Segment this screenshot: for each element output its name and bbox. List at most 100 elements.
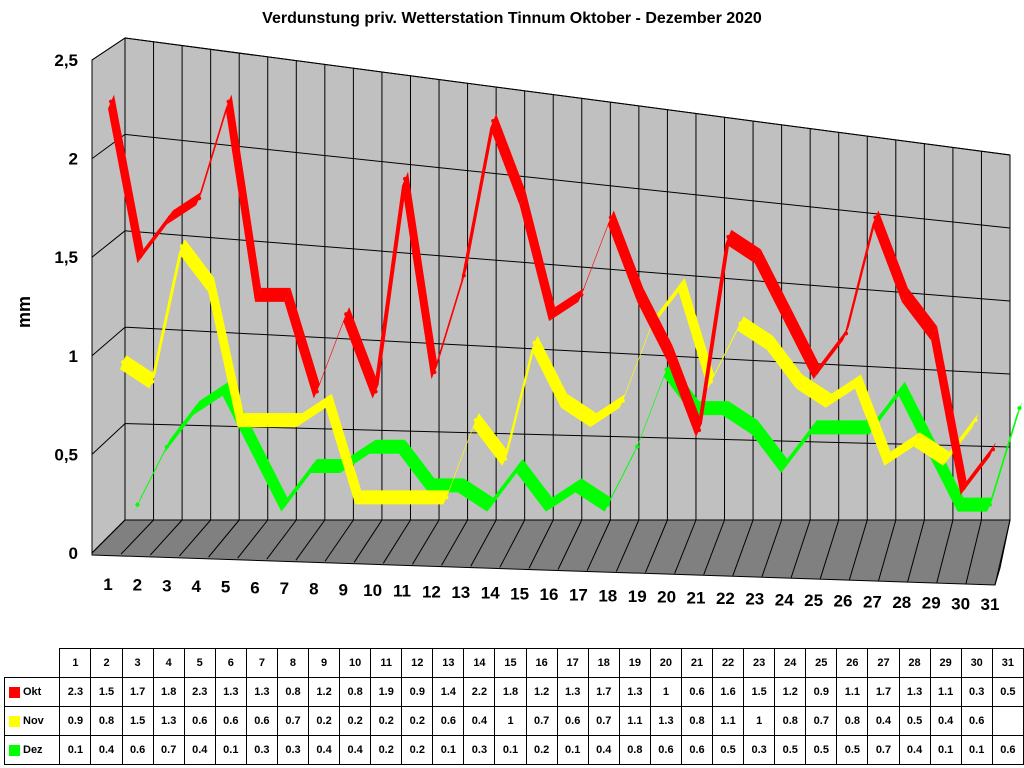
x-tick-label: 29 (922, 594, 941, 613)
table-value-cell: 1.5 (121, 706, 154, 736)
side-gridline (91, 423, 126, 455)
table-value-cell: 0.6 (960, 706, 993, 736)
series-okt-point (432, 370, 437, 375)
series-dez-segment (634, 362, 670, 454)
series-nov-segment (472, 413, 509, 466)
floor-gridline (848, 519, 868, 580)
series-nov-point (209, 282, 214, 287)
table-header-cell: 15 (494, 648, 527, 678)
series-dez-segment (310, 459, 347, 474)
series-nov-segment (531, 335, 567, 408)
series-dez-point (429, 483, 434, 488)
table-header-cell: 18 (587, 648, 620, 678)
table-header-cell: 24 (774, 648, 807, 678)
series-nov-point (385, 495, 390, 500)
series-dez-point (135, 502, 140, 507)
series-okt-point (785, 312, 790, 317)
series-dez-segment (722, 401, 758, 435)
table-value-cell: 0.7 (805, 706, 838, 736)
x-axis-ticks: 1 2 3 4 5 6 7 8 9 10 11 12 13 14 15 16 17 18 19 20 21 22 23 24 2… (103, 575, 999, 614)
table-header-cell: 4 (152, 648, 185, 678)
floor-gridline (878, 519, 897, 582)
series-okt-point (814, 370, 819, 375)
x-tick-label: 8 (309, 580, 318, 599)
table-value-cell: 0.6 (214, 706, 247, 736)
x-tick-label: 1 (103, 575, 112, 594)
series-dez-segment (751, 420, 788, 474)
series-dez-point (782, 464, 787, 469)
table-value-cell: 1 (649, 677, 682, 707)
left-wall (91, 37, 126, 555)
table-value-cell: 0.5 (774, 735, 807, 765)
floor-gridline (149, 519, 183, 556)
table-value-cell: 0.4 (308, 735, 341, 765)
table-value-cell: 0.2 (370, 735, 403, 765)
table-value-cell: 0.4 (339, 735, 372, 765)
legend-entry-dez: Dez (3, 735, 61, 765)
table-value-cell: 1.8 (494, 677, 527, 707)
series-okt-segment (960, 442, 996, 496)
table-corner (5, 649, 60, 678)
table-value-cell: 1.2 (308, 677, 341, 707)
series-okt-point (991, 447, 995, 452)
table-value-cell: 0.4 (90, 735, 123, 765)
series-nov-point (473, 418, 478, 423)
table-value-cell: 0.4 (463, 706, 496, 736)
x-tick-label: 17 (569, 586, 588, 605)
table-value-cell: 2.3 (183, 677, 216, 707)
series-nov-segment (913, 432, 950, 466)
floor-gridline (295, 519, 326, 561)
side-gridline (91, 37, 126, 61)
table-value-cell: 0.1 (494, 735, 527, 765)
table-value-cell: 0.5 (898, 706, 931, 736)
series-nov-segment (237, 413, 273, 428)
table-value-cell: 0.8 (774, 706, 807, 736)
table-value-cell: 1.3 (245, 677, 278, 707)
series-okt-point (667, 350, 672, 355)
table-value-cell: 0.8 (276, 677, 310, 707)
table-value-cell: 0.2 (339, 706, 372, 736)
table-value-cell: 0.8 (680, 706, 714, 736)
chart-plot: 00,511,522,5 1 2 3 4 5 6 7 8 9 10 11 12 13 14 15 16 17 18… (14, 37, 1023, 614)
table-value-cell: 0.5 (991, 677, 1024, 707)
series-okt-point (373, 389, 378, 394)
legend-swatch (9, 744, 20, 756)
table-header-cell: 11 (370, 648, 403, 678)
series-okt-point (167, 215, 172, 220)
table-value-cell: 0.6 (556, 706, 589, 736)
chart-title: Verdunstung priv. Wetterstation Tinnum O… (262, 10, 762, 27)
series-okt-segment (372, 171, 408, 399)
table-value-cell: 1 (743, 706, 776, 736)
table-value-cell: 0.7 (867, 735, 900, 765)
table-header-cell: 25 (805, 648, 838, 678)
series-nov-point (767, 340, 772, 345)
series-okt-segment (460, 113, 497, 283)
floor-gridline (411, 519, 440, 565)
table-value-cell: 0.8 (618, 735, 651, 765)
table-header-cell: 2 (90, 648, 123, 678)
floor-gridline (266, 519, 297, 560)
series-okt-segment (754, 249, 791, 322)
series-okt-segment (431, 268, 467, 380)
table-value-cell: 2.3 (59, 677, 92, 707)
series-okt-segment (666, 345, 702, 438)
table-value-cell: 0.1 (432, 735, 465, 765)
value-gridline (124, 133, 1011, 229)
table-value-cell: 0.6 (245, 706, 278, 736)
series-okt-point (109, 99, 113, 104)
x-tick-label: 14 (481, 584, 500, 603)
series-nov-point (179, 244, 184, 249)
series-nov-segment (149, 239, 185, 389)
series-nov-point (121, 360, 125, 365)
series-nov-segment (384, 490, 420, 505)
series-okt-segment (784, 307, 820, 380)
table-value-cell: 1.5 (90, 677, 123, 707)
table-value-cell: 1.4 (432, 677, 465, 707)
series-okt-segment (196, 94, 232, 206)
series-okt-point (285, 292, 290, 297)
value-gridline (124, 326, 1011, 375)
table-value-cell: 0.3 (245, 735, 278, 765)
series-okt-point (344, 312, 349, 317)
series-okt-segment (519, 191, 555, 322)
series-okt-segment (725, 229, 761, 264)
